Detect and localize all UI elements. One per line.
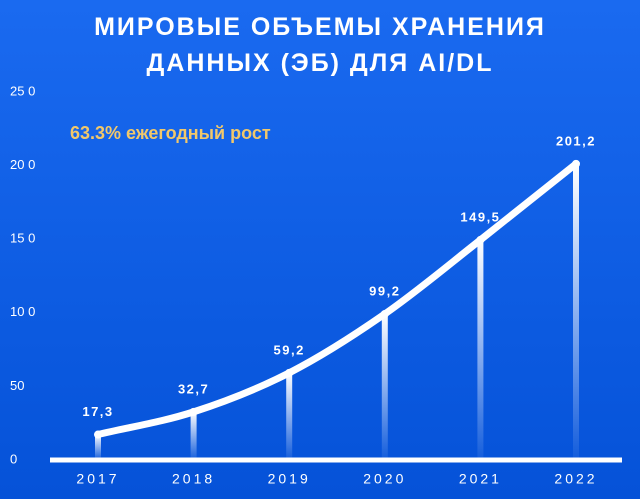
value-label: 149,5 [460,209,500,224]
bar-glow [286,372,293,460]
bar-glow [381,313,388,460]
y-tick-label: 10 0 [10,304,35,319]
point [380,309,389,318]
annotation: 63.3% ежегодный рост [70,123,271,143]
x-tick-label: 2017 [76,471,119,487]
y-tick-label: 0 [10,451,17,466]
y-tick-label: 50 [10,378,24,393]
value-label: 32,7 [178,381,209,396]
point [94,430,102,439]
y-tick-label: 20 0 [10,157,35,172]
x-tick-label: 2018 [172,471,215,487]
value-label: 59,2 [274,342,305,357]
bar-glow [190,411,197,460]
value-label: 17,3 [82,404,113,419]
y-tick-label: 25 0 [10,83,35,98]
value-label: 99,2 [369,283,400,298]
x-tick-label: 2022 [554,471,597,487]
x-tick-label: 2019 [268,471,311,487]
point [476,235,485,244]
point [572,159,580,168]
point [285,368,294,377]
point [189,407,198,416]
x-tick-label: 2020 [363,471,406,487]
bar-glow [573,163,579,460]
bar-glow [95,434,101,460]
bar-glow [477,239,484,460]
value-label: 201,2 [556,133,596,148]
y-tick-label: 15 0 [10,231,35,246]
chart-title: МИРОВЫЕ ОБЪЕМЫ ХРАНЕНИЯ ДАННЫХ (ЭБ) ДЛЯ A… [94,13,546,77]
x-tick-label: 2021 [459,471,502,487]
